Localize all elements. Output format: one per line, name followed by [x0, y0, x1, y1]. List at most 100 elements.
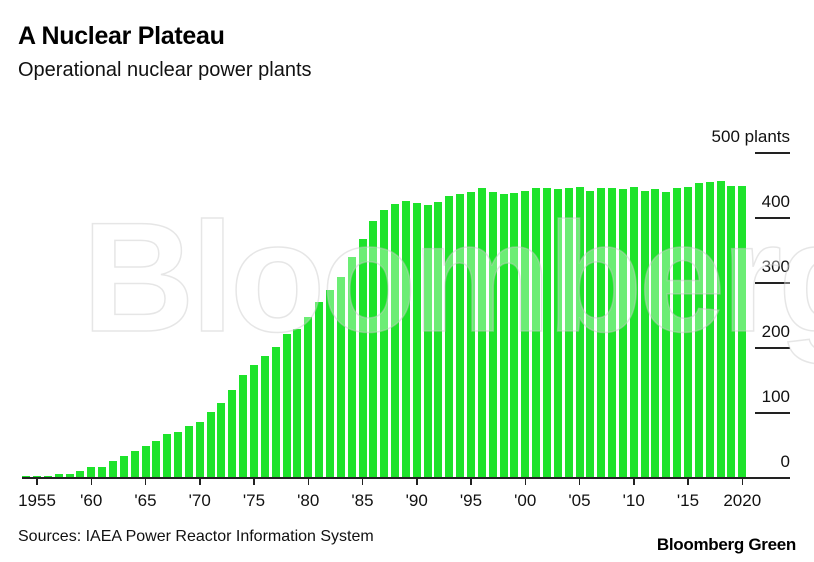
bar-1974 — [239, 374, 248, 477]
bar-1993 — [445, 196, 454, 477]
y-tick-label-300: 300 — [761, 257, 790, 276]
bar-1964 — [130, 451, 139, 477]
bar-2012 — [651, 189, 660, 477]
bar-1968 — [174, 432, 183, 477]
bar-2009 — [618, 189, 627, 477]
x-tick-1995 — [470, 478, 472, 485]
gridline-400 — [755, 217, 790, 219]
bar-1985 — [358, 239, 367, 477]
bar-1969 — [184, 426, 193, 477]
x-tick-label-2020: 2020 — [723, 491, 762, 510]
x-tick-2010 — [633, 478, 635, 485]
bar-1991 — [423, 204, 432, 477]
y-tick-label-0: 0 — [780, 452, 790, 471]
bar-1990 — [412, 203, 421, 477]
bar-1954 — [22, 476, 31, 477]
bar-1986 — [369, 220, 378, 477]
bar-1957 — [54, 473, 63, 477]
bar-1958 — [65, 473, 74, 477]
x-tick-label-1955: 1955 — [18, 491, 56, 510]
x-tick-1960 — [90, 478, 92, 485]
bar-1972 — [217, 402, 226, 477]
bar-1989 — [401, 200, 410, 477]
x-tick-label-1960: '60 — [80, 491, 103, 510]
bar-1967 — [163, 434, 172, 477]
bar-1965 — [141, 445, 150, 477]
x-tick-label-2005: '05 — [568, 491, 591, 510]
bar-1979 — [293, 328, 302, 477]
x-tick-2000 — [524, 478, 526, 485]
bar-1980 — [304, 317, 313, 477]
brand-logo: Bloomberg Green — [656, 535, 796, 554]
bar-1959 — [76, 470, 85, 477]
x-tick-label-1965: '65 — [134, 491, 157, 510]
x-tick-label-2010: '10 — [622, 491, 645, 510]
bar-1970 — [195, 421, 204, 477]
bar-1982 — [325, 289, 334, 477]
bar-2007 — [597, 188, 606, 477]
bar-2006 — [586, 191, 595, 477]
x-tick-2005 — [578, 478, 581, 485]
bar-2011 — [640, 191, 649, 477]
bar-1997 — [488, 192, 497, 477]
y-tick-label-100: 100 — [761, 387, 790, 406]
bar-1995 — [467, 192, 475, 477]
bar-1955 — [33, 476, 41, 477]
bar-1976 — [260, 356, 269, 477]
bar-1961 — [98, 467, 107, 477]
x-tick-label-2000: '00 — [514, 491, 537, 510]
bar-2018 — [716, 181, 725, 477]
bar-1981 — [315, 302, 324, 477]
x-tick-1990 — [416, 478, 418, 485]
bar-1984 — [347, 257, 356, 477]
y-tick-label-500: 500 plants — [711, 127, 790, 146]
x-tick-2015 — [687, 478, 689, 485]
bar-1988 — [391, 204, 400, 477]
bar-1975 — [250, 365, 258, 477]
bar-2019 — [727, 185, 736, 477]
bar-1987 — [380, 209, 389, 477]
source-note: Sources: IAEA Power Reactor Information … — [18, 528, 374, 545]
gridline-100 — [755, 412, 790, 414]
x-tick-1970 — [199, 478, 201, 485]
chart-subtitle: Operational nuclear power plants — [18, 59, 312, 81]
bar-1963 — [119, 456, 128, 477]
x-tick-1955 — [36, 478, 38, 485]
x-tick-label-2015: '15 — [676, 491, 700, 510]
bar-1971 — [206, 412, 215, 477]
bar-1992 — [434, 202, 443, 477]
bar-1956 — [43, 476, 52, 477]
bar-2016 — [694, 183, 703, 477]
bar-2020 — [738, 185, 747, 477]
bar-1983 — [336, 276, 345, 477]
y-tick-label-200: 200 — [761, 322, 790, 341]
gridline-300 — [755, 282, 790, 284]
bar-2013 — [662, 192, 671, 477]
bar-2015 — [684, 187, 692, 477]
bar-2000 — [521, 191, 530, 477]
bar-1977 — [271, 347, 280, 477]
x-axis-line — [22, 477, 790, 479]
x-tick-1985 — [361, 478, 364, 485]
bar-1999 — [510, 192, 519, 477]
bar-2008 — [608, 188, 617, 477]
x-tick-2020 — [741, 478, 743, 485]
x-tick-label-1975: '75 — [242, 491, 266, 510]
bar-2005 — [575, 187, 584, 477]
bar-1996 — [477, 188, 486, 477]
bar-2003 — [553, 189, 562, 477]
bar-2017 — [705, 181, 714, 477]
bar-2010 — [629, 187, 638, 477]
bar-2014 — [673, 188, 682, 477]
bar-1998 — [499, 194, 508, 477]
bar-1960 — [87, 467, 96, 477]
x-tick-1965 — [144, 478, 147, 485]
bar-2002 — [542, 188, 551, 477]
gridline-200 — [755, 347, 790, 349]
x-tick-label-1995: '95 — [459, 491, 483, 510]
x-tick-label-1970: '70 — [188, 491, 211, 510]
gridline-500 — [755, 152, 790, 154]
x-tick-1980 — [307, 478, 309, 485]
x-tick-label-1990: '90 — [405, 491, 428, 510]
y-tick-label-400: 400 — [761, 192, 790, 211]
